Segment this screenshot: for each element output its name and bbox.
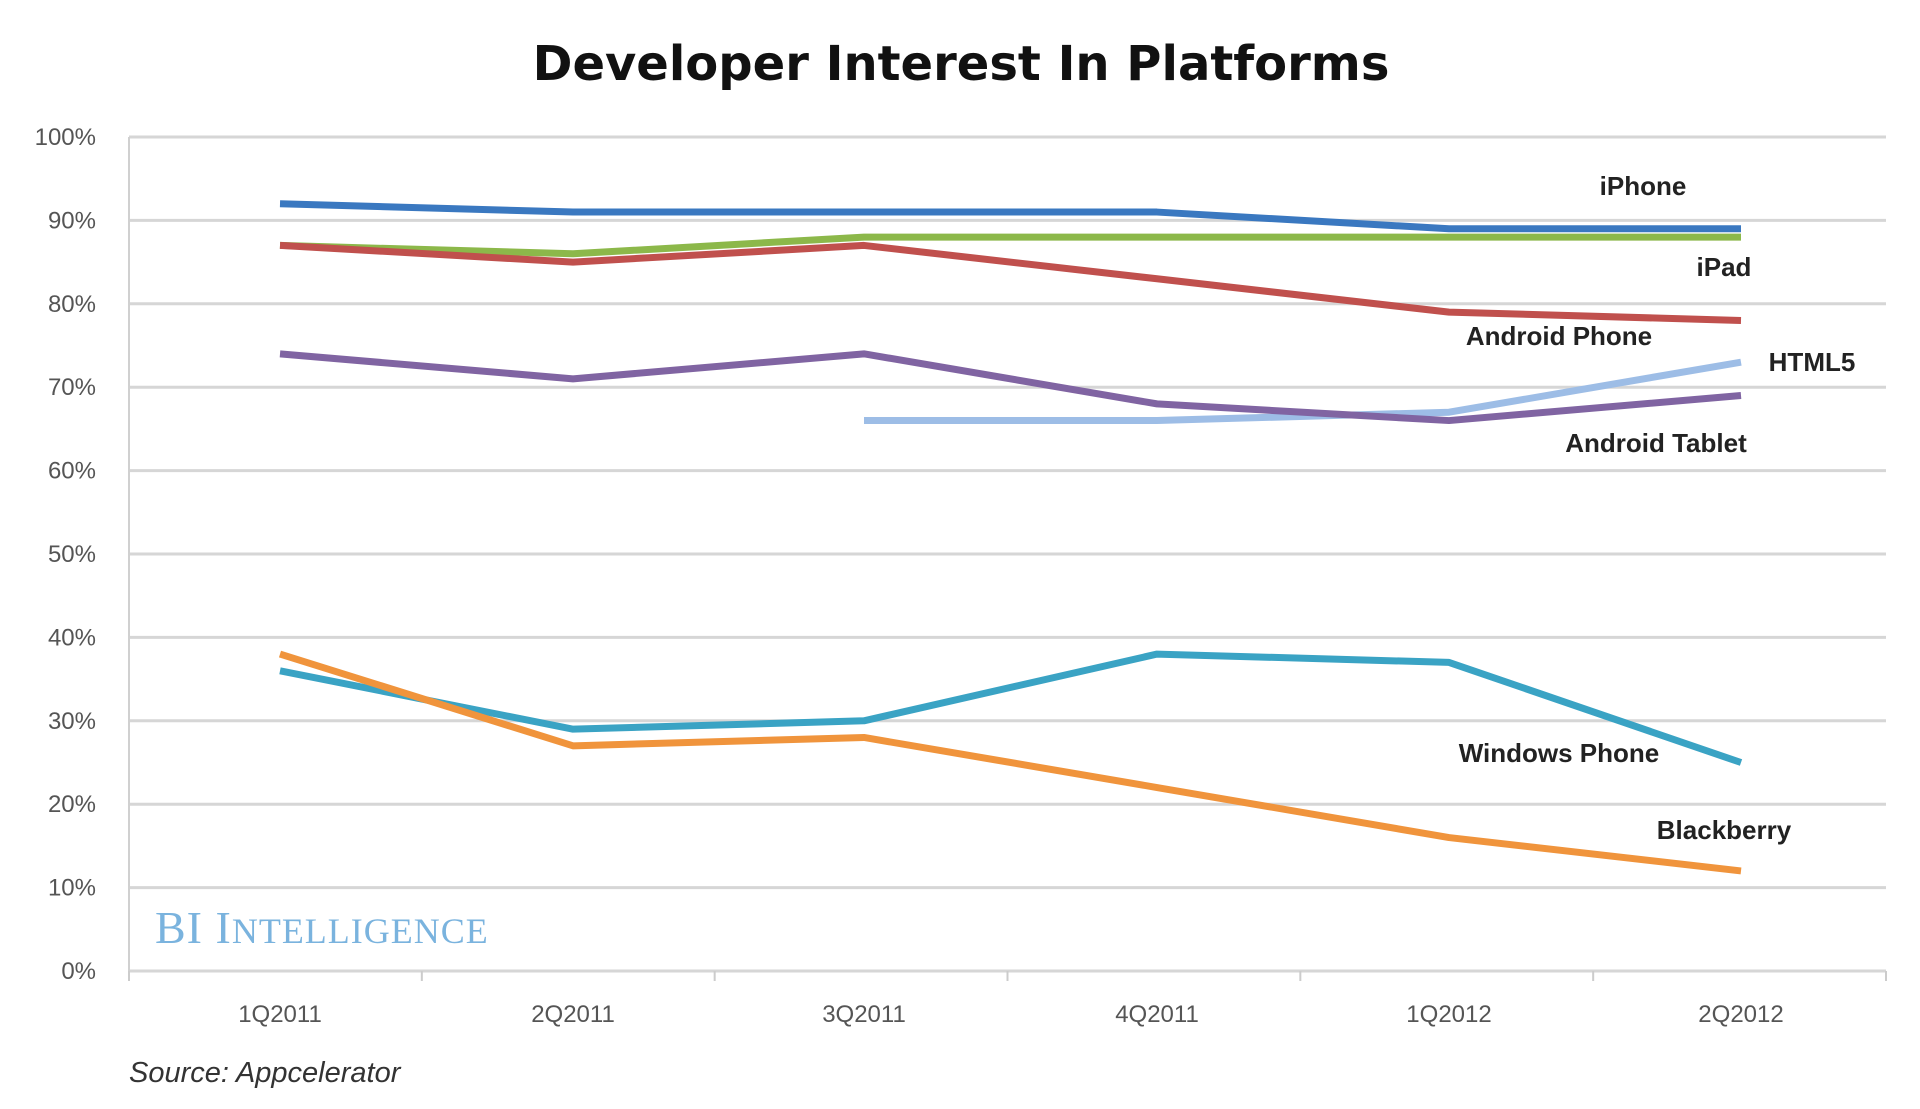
bi-intelligence-watermark: BI INTELLIGENCE — [155, 902, 489, 953]
y-tick-label: 90% — [48, 207, 96, 234]
y-tick-label: 30% — [48, 708, 96, 735]
series-label: iPhone — [1600, 171, 1687, 201]
gridlines — [128, 135, 1887, 981]
series-lines — [278, 200, 1743, 875]
y-tick-label: 100% — [35, 124, 96, 151]
x-tick-label: 1Q2011 — [238, 1001, 322, 1028]
x-axis-ticks: 1Q2011 2Q2011 3Q2011 4Q2011 1Q2012 2Q2012 — [238, 1001, 1784, 1028]
source-note: Source: Appcelerator — [129, 1057, 402, 1089]
x-tick-label: 2Q2012 — [1698, 1001, 1783, 1028]
x-tick-label: 3Q2011 — [822, 1001, 906, 1028]
series-line-html5 — [864, 358, 1742, 425]
x-tick-label: 2Q2011 — [531, 1001, 615, 1028]
series-label: Android Tablet — [1565, 428, 1747, 458]
y-tick-label: 40% — [48, 624, 96, 651]
series-labels: iPhone iPad Android Phone HTML5 Android Tabl… — [1459, 171, 1856, 845]
series-line-iphone — [279, 200, 1741, 233]
series-line-android-phone — [279, 241, 1742, 324]
chart-title: Developer Interest In Platforms — [533, 36, 1390, 92]
series-label: Blackberry — [1657, 815, 1792, 845]
series-label: Android Phone — [1466, 321, 1652, 351]
y-tick-label: 70% — [48, 374, 96, 401]
series-line-android-tablet — [279, 350, 1742, 425]
x-tick-label: 4Q2011 — [1115, 1001, 1199, 1028]
series-line-ipad — [279, 233, 1741, 258]
y-tick-label: 10% — [48, 875, 96, 902]
series-label: Windows Phone — [1459, 738, 1660, 768]
series-label: HTML5 — [1769, 347, 1856, 377]
series-line-windows-phone — [279, 650, 1743, 766]
series-label: iPad — [1697, 252, 1752, 282]
y-tick-label: 0% — [61, 958, 96, 985]
y-tick-label: 60% — [48, 458, 96, 485]
y-tick-label: 80% — [48, 291, 96, 318]
y-tick-label: 50% — [48, 541, 96, 568]
y-axis-ticks: 0% 10% 20% 30% 40% 50% 60% 70% 80% 90% 100% — [35, 124, 96, 985]
x-tick-label: 1Q2012 — [1406, 1001, 1491, 1028]
y-tick-label: 20% — [48, 791, 96, 818]
series-line-blackberry — [278, 650, 1742, 875]
